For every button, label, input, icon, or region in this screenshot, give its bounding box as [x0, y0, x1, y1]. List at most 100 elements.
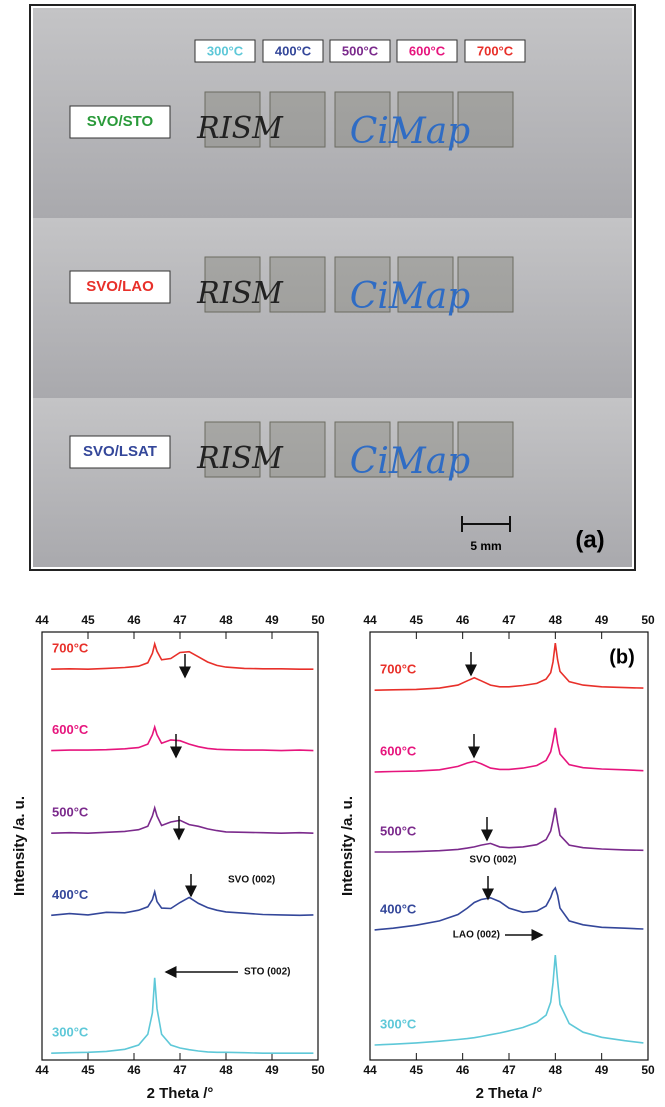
temperature-box — [329, 39, 391, 63]
substrate — [269, 91, 326, 148]
handwriting: RISM — [196, 276, 284, 311]
sample-label: SVO/LSAT — [83, 443, 157, 460]
x-tick-label: 46 — [127, 1063, 141, 1077]
spectrum-line — [374, 642, 644, 691]
x-tick-label-top: 47 — [173, 613, 187, 627]
photo-band — [33, 218, 632, 398]
spectrum-line — [374, 955, 644, 1046]
substrate — [397, 91, 454, 148]
sample-box — [69, 435, 171, 469]
x-tick-label-top: 47 — [502, 613, 516, 627]
substrate — [397, 256, 454, 313]
spectrum-line — [374, 727, 644, 773]
series-label: 500°C — [380, 823, 417, 838]
substrate — [397, 421, 454, 478]
x-tick-label-top: 44 — [363, 613, 377, 627]
x-tick-label-top: 49 — [265, 613, 279, 627]
x-tick-label: 48 — [219, 1063, 233, 1077]
series-label: 300°C — [52, 1025, 89, 1040]
annotation: LAO (002) — [453, 930, 500, 941]
substrate — [457, 421, 514, 478]
annotation: STO (002) — [244, 967, 291, 978]
spectrum-line — [51, 641, 314, 671]
y-axis-label: Intensity /a. u. — [11, 796, 28, 896]
temperature-label: 700°C — [477, 43, 514, 58]
sample-label: SVO/LAO — [86, 278, 154, 295]
x-tick-label-top: 50 — [641, 613, 655, 627]
x-tick-label-top: 44 — [35, 613, 49, 627]
series-label: 300°C — [380, 1016, 417, 1031]
substrate — [334, 256, 391, 313]
x-tick-label-top: 46 — [456, 613, 470, 627]
handwriting: RISM — [196, 111, 284, 146]
x-tick-label-top: 49 — [595, 613, 609, 627]
handwriting: CiMap — [350, 276, 470, 317]
annotation: SVO (002) — [228, 875, 275, 886]
spectrum-line — [51, 977, 314, 1054]
temperature-label: 600°C — [409, 43, 446, 58]
x-tick-label: 47 — [502, 1063, 516, 1077]
x-tick-label-top: 45 — [81, 613, 95, 627]
temperature-label: 400°C — [275, 43, 312, 58]
series-label: 500°C — [52, 805, 89, 820]
x-tick-label: 49 — [595, 1063, 609, 1077]
photo-panel: 5 mm (a) 300°C 400°C 500°C 600°C 700°C SVO/ST… — [29, 4, 636, 571]
sample-box — [69, 105, 171, 139]
substrate — [204, 256, 261, 313]
annotation-arrows — [164, 652, 544, 978]
x-tick-label-top: 45 — [410, 613, 424, 627]
x-tick-label: 44 — [363, 1063, 377, 1077]
plot-frame — [369, 631, 649, 1061]
substrate — [457, 91, 514, 148]
substrate — [334, 421, 391, 478]
x-tick-label: 44 — [35, 1063, 49, 1077]
substrate — [269, 421, 326, 478]
spectrum-line — [51, 888, 314, 917]
x-tick-label: 45 — [410, 1063, 424, 1077]
panel-label: (a) — [575, 526, 604, 553]
x-tick-label-top: 48 — [219, 613, 233, 627]
temperature-box — [464, 39, 526, 63]
series-label: 400°C — [52, 887, 89, 902]
panel-label: (b) — [609, 646, 635, 668]
scale-label: 5 mm — [470, 539, 501, 553]
substrate — [457, 256, 514, 313]
x-tick-label: 46 — [456, 1063, 470, 1077]
annotation: SVO (002) — [469, 855, 516, 866]
x-tick-label-top: 50 — [311, 613, 325, 627]
temperature-label: 500°C — [342, 43, 379, 58]
spectrum-line — [374, 807, 644, 853]
series-label: 600°C — [52, 722, 89, 737]
handwriting: CiMap — [350, 111, 470, 152]
photo-band — [33, 398, 632, 567]
spectrum-line — [51, 804, 314, 835]
spectrum-line — [51, 724, 314, 752]
spectrum-line — [374, 886, 644, 931]
y-axis-label: Intensity /a. u. — [339, 796, 356, 896]
series-label: 700°C — [52, 641, 89, 656]
temperature-box — [262, 39, 324, 63]
sample-box — [69, 270, 171, 304]
x-tick-label: 50 — [311, 1063, 325, 1077]
handwriting: CiMap — [350, 441, 470, 482]
substrate — [334, 91, 391, 148]
x-tick-label: 49 — [265, 1063, 279, 1077]
x-tick-label: 47 — [173, 1063, 187, 1077]
series-label: 700°C — [380, 662, 417, 677]
temperature-box — [194, 39, 256, 63]
x-tick-label: 48 — [549, 1063, 563, 1077]
temperature-box — [396, 39, 458, 63]
x-tick-label: 50 — [641, 1063, 655, 1077]
x-tick-label-top: 48 — [549, 613, 563, 627]
plot-frame — [41, 631, 319, 1061]
sample-label: SVO/STO — [87, 113, 154, 130]
temperature-label: 300°C — [207, 43, 244, 58]
x-axis-label: 2 Theta /° — [476, 1085, 543, 1102]
substrate — [204, 421, 261, 478]
series-label: 400°C — [380, 901, 417, 916]
x-tick-label: 45 — [81, 1063, 95, 1077]
substrate — [269, 256, 326, 313]
substrate — [204, 91, 261, 148]
